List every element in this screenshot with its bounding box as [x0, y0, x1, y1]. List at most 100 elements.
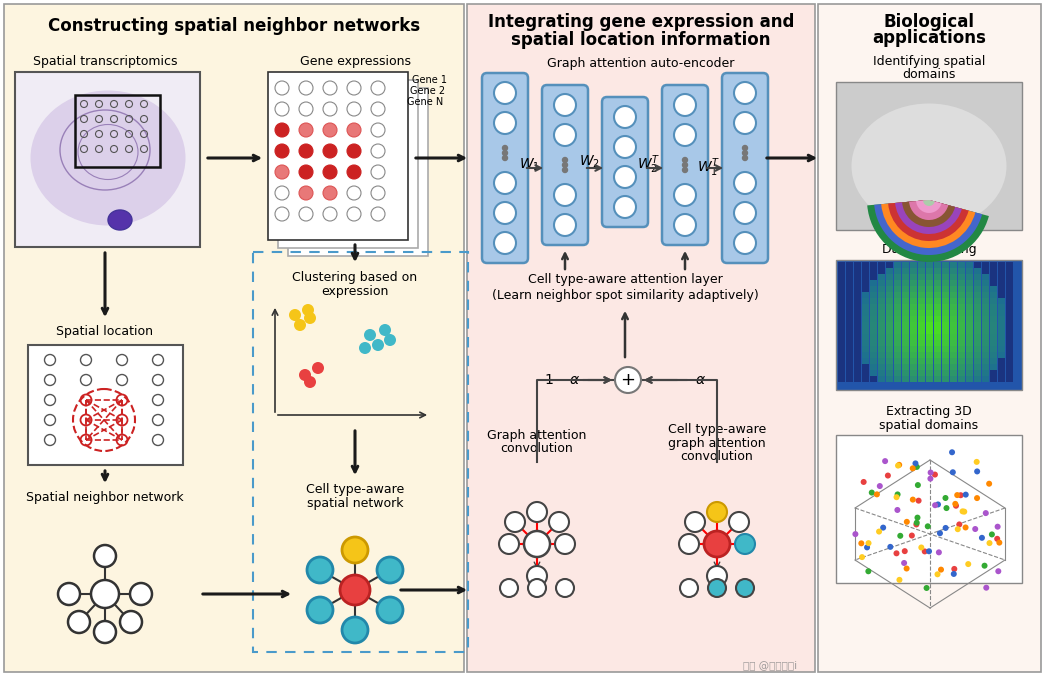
Circle shape [707, 566, 727, 586]
FancyBboxPatch shape [918, 352, 925, 358]
Circle shape [494, 202, 516, 224]
FancyBboxPatch shape [910, 328, 918, 333]
Text: (Learn neighbor spot similarity adaptively): (Learn neighbor spot similarity adaptive… [491, 289, 759, 301]
FancyBboxPatch shape [846, 310, 853, 316]
Circle shape [130, 583, 152, 605]
Circle shape [887, 544, 893, 550]
Circle shape [275, 102, 289, 116]
FancyBboxPatch shape [902, 370, 909, 375]
FancyBboxPatch shape [895, 292, 901, 297]
FancyBboxPatch shape [998, 352, 1005, 358]
FancyBboxPatch shape [966, 268, 973, 274]
FancyBboxPatch shape [910, 370, 918, 375]
Circle shape [962, 491, 969, 498]
FancyBboxPatch shape [15, 72, 200, 247]
FancyBboxPatch shape [846, 352, 853, 358]
Circle shape [955, 526, 960, 532]
FancyBboxPatch shape [934, 340, 940, 345]
FancyBboxPatch shape [862, 328, 869, 333]
Circle shape [951, 566, 957, 572]
FancyBboxPatch shape [910, 358, 918, 364]
Text: Identifying spatial: Identifying spatial [873, 55, 985, 68]
FancyBboxPatch shape [886, 316, 893, 322]
Circle shape [874, 491, 880, 498]
FancyBboxPatch shape [942, 340, 949, 345]
FancyBboxPatch shape [870, 310, 877, 316]
FancyBboxPatch shape [846, 322, 853, 327]
FancyBboxPatch shape [942, 358, 949, 364]
Circle shape [379, 324, 391, 336]
Circle shape [885, 473, 891, 479]
Circle shape [299, 102, 313, 116]
Circle shape [275, 81, 289, 95]
FancyBboxPatch shape [918, 370, 925, 375]
FancyBboxPatch shape [926, 328, 933, 333]
FancyBboxPatch shape [950, 328, 957, 333]
Circle shape [932, 472, 938, 477]
Text: Gene 2: Gene 2 [410, 86, 445, 96]
FancyBboxPatch shape [982, 352, 989, 358]
FancyBboxPatch shape [895, 334, 901, 339]
FancyBboxPatch shape [895, 370, 901, 375]
Circle shape [904, 519, 910, 525]
FancyBboxPatch shape [862, 316, 869, 322]
FancyBboxPatch shape [846, 304, 853, 310]
Circle shape [505, 512, 525, 532]
FancyBboxPatch shape [982, 268, 989, 274]
Circle shape [494, 112, 516, 134]
FancyBboxPatch shape [878, 346, 885, 352]
Circle shape [307, 557, 333, 583]
FancyBboxPatch shape [878, 370, 885, 375]
Circle shape [377, 597, 403, 623]
Circle shape [275, 165, 289, 179]
FancyBboxPatch shape [836, 260, 1022, 390]
Circle shape [868, 489, 875, 496]
Circle shape [914, 514, 921, 521]
FancyBboxPatch shape [878, 322, 885, 327]
FancyBboxPatch shape [870, 328, 877, 333]
FancyBboxPatch shape [862, 286, 869, 291]
FancyBboxPatch shape [982, 346, 989, 352]
Circle shape [347, 81, 361, 95]
FancyBboxPatch shape [942, 292, 949, 297]
FancyBboxPatch shape [974, 322, 981, 327]
FancyBboxPatch shape [918, 304, 925, 310]
Circle shape [299, 186, 313, 200]
FancyBboxPatch shape [934, 292, 940, 297]
FancyBboxPatch shape [838, 268, 845, 274]
Circle shape [734, 82, 756, 104]
Circle shape [556, 579, 574, 597]
Circle shape [371, 123, 385, 137]
FancyBboxPatch shape [998, 364, 1005, 370]
Circle shape [986, 481, 992, 487]
FancyBboxPatch shape [950, 286, 957, 291]
Circle shape [989, 531, 995, 537]
FancyBboxPatch shape [1006, 298, 1013, 304]
Circle shape [896, 462, 901, 468]
Circle shape [729, 512, 749, 532]
Circle shape [503, 155, 508, 160]
FancyBboxPatch shape [934, 358, 940, 364]
FancyBboxPatch shape [950, 352, 957, 358]
FancyBboxPatch shape [982, 298, 989, 304]
Circle shape [371, 165, 385, 179]
Circle shape [340, 575, 370, 605]
FancyBboxPatch shape [854, 352, 861, 358]
Circle shape [901, 560, 907, 566]
FancyBboxPatch shape [958, 352, 965, 358]
Circle shape [986, 540, 993, 546]
FancyBboxPatch shape [846, 340, 853, 345]
Circle shape [371, 207, 385, 221]
FancyBboxPatch shape [990, 370, 997, 375]
FancyBboxPatch shape [838, 280, 845, 285]
FancyBboxPatch shape [934, 376, 940, 381]
Circle shape [979, 535, 985, 541]
Circle shape [275, 186, 289, 200]
Text: Spatial transcriptomics: Spatial transcriptomics [32, 55, 178, 68]
FancyBboxPatch shape [1006, 280, 1013, 285]
FancyBboxPatch shape [870, 274, 877, 279]
FancyBboxPatch shape [895, 262, 901, 268]
FancyBboxPatch shape [862, 298, 869, 304]
Circle shape [956, 521, 962, 527]
FancyBboxPatch shape [966, 298, 973, 304]
